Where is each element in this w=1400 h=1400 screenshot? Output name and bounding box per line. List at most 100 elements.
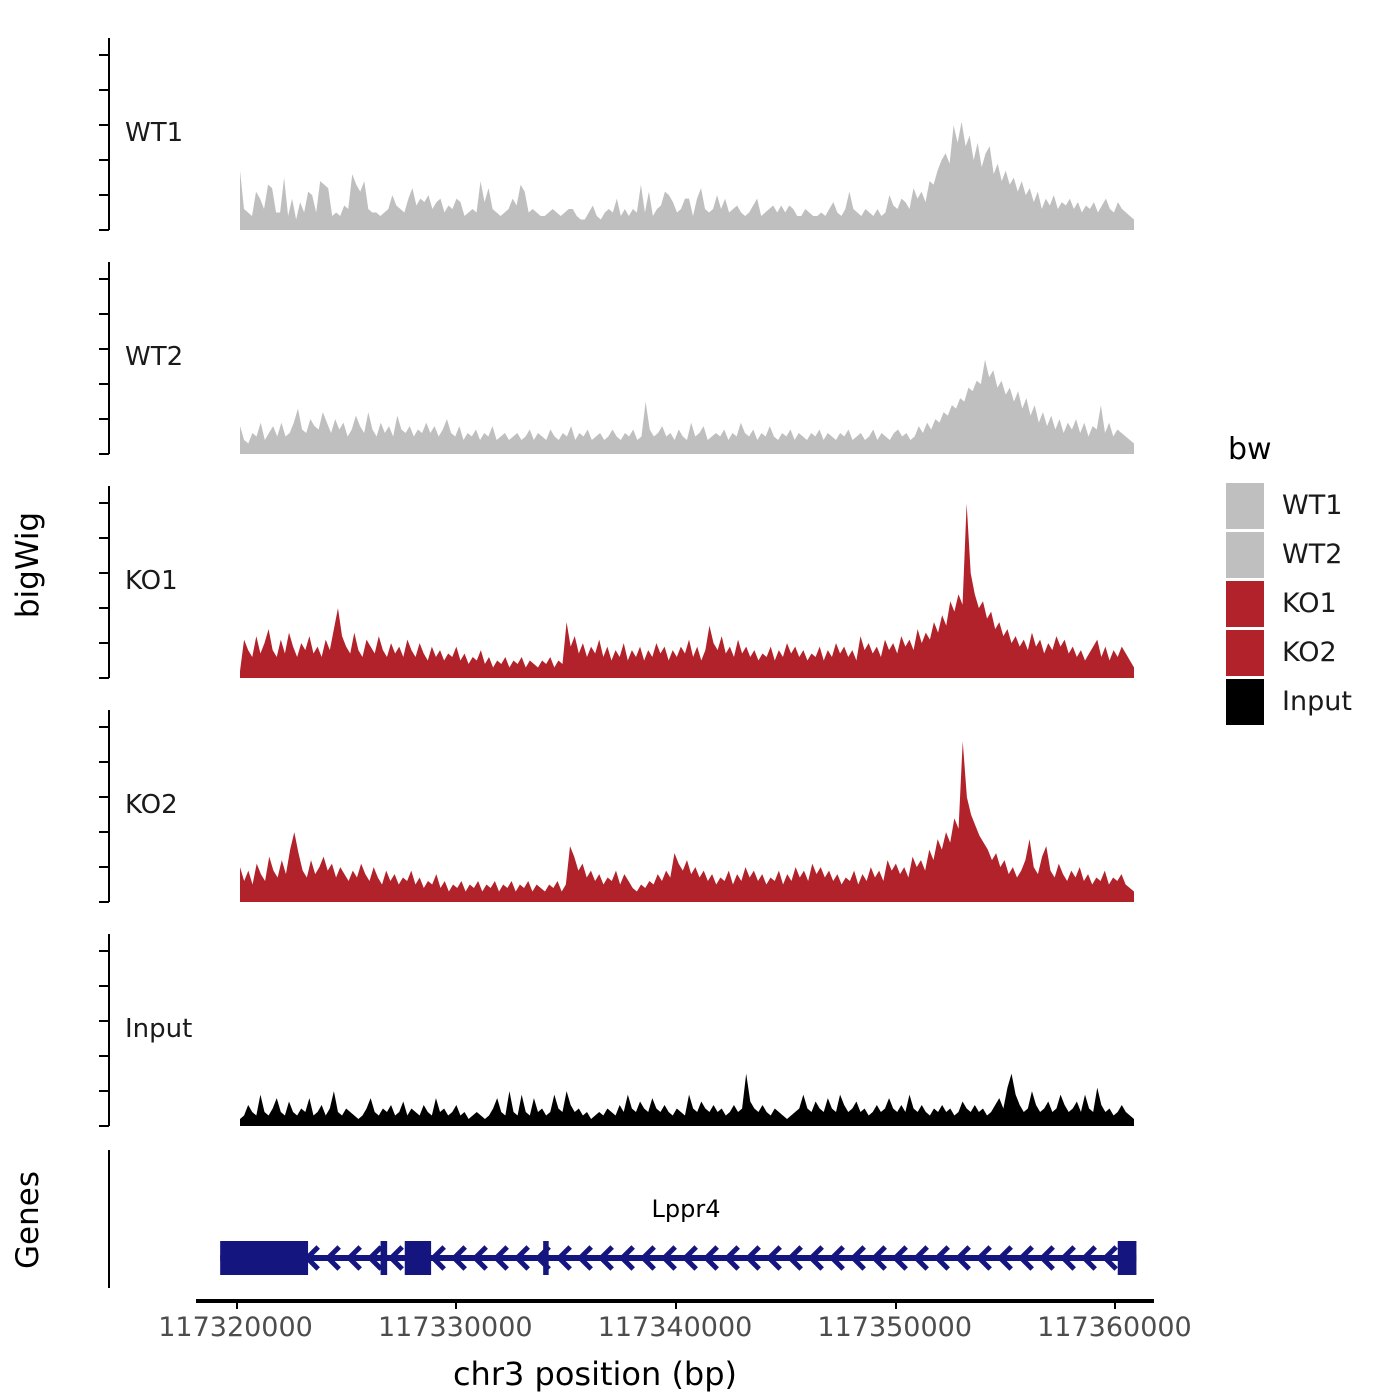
legend-label: WT2 xyxy=(1282,539,1343,570)
legend-title: bw xyxy=(1228,432,1272,467)
strand-arrow-icon xyxy=(576,1245,593,1271)
gene-exon xyxy=(543,1241,549,1275)
strand-arrow-icon xyxy=(912,1245,929,1271)
y-tick xyxy=(99,313,109,316)
x-tick-label: 117340000 xyxy=(597,1312,753,1343)
panel-axis-line xyxy=(108,710,110,902)
panel-axis-line xyxy=(108,486,110,678)
y-tick xyxy=(99,124,109,127)
strand-arrow-icon xyxy=(1038,1245,1055,1271)
gene-panel: Lppr4 xyxy=(0,1150,1190,1290)
strand-arrow-icon xyxy=(975,1245,992,1271)
track-panel-ko1: 01020304050KO1 xyxy=(0,486,1190,679)
strand-arrow-icon xyxy=(723,1245,740,1271)
panel-label-input: Input xyxy=(125,1014,193,1044)
strand-arrow-icon xyxy=(597,1245,614,1271)
signal-area xyxy=(240,741,1134,902)
panel-label-ko2: KO2 xyxy=(125,790,178,820)
x-axis-title: chr3 position (bp) xyxy=(452,1355,738,1393)
x-tick xyxy=(1114,1299,1117,1309)
y-tick xyxy=(99,159,109,162)
y-tick xyxy=(99,453,109,455)
y-tick xyxy=(99,537,109,540)
x-tick xyxy=(455,1299,458,1309)
y-tick xyxy=(99,572,109,575)
y-tick xyxy=(99,229,109,231)
y-tick xyxy=(99,194,109,197)
panel-label-wt1: WT1 xyxy=(125,118,184,148)
track-panel-wt1: 01020304050WT1 xyxy=(0,38,1190,231)
y-tick xyxy=(99,278,109,281)
gene-exon xyxy=(404,1241,432,1275)
signal-area xyxy=(240,1073,1134,1126)
strand-arrow-icon xyxy=(387,1245,404,1271)
strand-arrow-icon xyxy=(1059,1245,1076,1271)
y-tick xyxy=(99,642,109,645)
panel-label-wt2: WT2 xyxy=(125,342,184,372)
panel-axis-line xyxy=(108,934,110,1126)
strand-arrow-icon xyxy=(618,1245,635,1271)
strand-arrow-icon xyxy=(471,1245,488,1271)
strand-arrow-icon xyxy=(996,1245,1013,1271)
y-tick xyxy=(99,866,109,869)
strand-arrow-icon xyxy=(366,1245,383,1271)
legend-item-input[interactable]: Input xyxy=(1226,677,1352,726)
signal-track-wt2 xyxy=(240,359,1134,454)
y-tick xyxy=(99,418,109,421)
x-tick-label: 117350000 xyxy=(817,1312,973,1343)
panel-axis-line xyxy=(108,262,110,454)
signal-area xyxy=(240,359,1134,454)
signal-area xyxy=(240,121,1134,230)
legend-swatch xyxy=(1226,678,1264,725)
legend-swatch xyxy=(1226,629,1264,676)
legend-item-wt2[interactable]: WT2 xyxy=(1226,530,1352,579)
strand-arrow-icon xyxy=(429,1245,446,1271)
y-tick xyxy=(99,89,109,92)
y-tick xyxy=(99,985,109,988)
legend-item-wt1[interactable]: WT1 xyxy=(1226,481,1352,530)
strand-arrow-icon xyxy=(450,1245,467,1271)
strand-arrow-icon xyxy=(744,1245,761,1271)
x-tick-label: 117320000 xyxy=(158,1312,313,1343)
track-panel-ko2: 01020304050KO2 xyxy=(0,710,1190,903)
strand-arrow-icon xyxy=(492,1245,509,1271)
y-tick xyxy=(99,831,109,834)
gene-panel-axis xyxy=(108,1150,110,1288)
y-tick xyxy=(99,761,109,764)
x-tick xyxy=(675,1299,677,1309)
y-tick xyxy=(99,502,109,505)
strand-arrow-icon xyxy=(702,1245,719,1271)
track-panel-wt2: 01020304050WT2 xyxy=(0,262,1190,455)
y-tick xyxy=(99,1020,109,1023)
y-tick xyxy=(99,1125,109,1127)
strand-arrow-icon xyxy=(345,1245,362,1271)
track-panel-input: 01020304050Input xyxy=(0,934,1190,1127)
legend-item-ko2[interactable]: KO2 xyxy=(1226,628,1352,677)
legend-swatch xyxy=(1226,531,1264,578)
y-tick xyxy=(99,796,109,799)
legend-label: Input xyxy=(1282,686,1352,717)
y-tick xyxy=(99,1055,109,1058)
panel-label-ko1: KO1 xyxy=(125,566,178,596)
gene-intron-line xyxy=(220,1255,1137,1261)
strand-arrow-icon xyxy=(1017,1245,1034,1271)
y-tick xyxy=(99,54,109,57)
signal-area xyxy=(240,503,1134,678)
x-tick-label: 117360000 xyxy=(1037,1312,1192,1343)
legend-label: WT1 xyxy=(1282,490,1343,521)
legend-items: WT1 WT2 KO1 KO2 Input xyxy=(1226,481,1352,726)
x-tick xyxy=(894,1299,897,1309)
y-tick xyxy=(99,950,109,953)
y-tick xyxy=(99,677,109,679)
legend-swatch xyxy=(1226,482,1264,529)
gene-exon xyxy=(1117,1241,1137,1275)
strand-arrow-icon xyxy=(870,1245,887,1271)
x-tick-label: 117330000 xyxy=(377,1312,533,1343)
signal-track-ko1 xyxy=(240,503,1134,678)
signal-track-wt1 xyxy=(240,121,1134,230)
strand-arrow-icon xyxy=(849,1245,866,1271)
legend-swatch xyxy=(1226,580,1264,627)
signal-track-input xyxy=(240,1073,1134,1126)
legend-item-ko1[interactable]: KO1 xyxy=(1226,579,1352,628)
gene-exon xyxy=(220,1241,309,1275)
